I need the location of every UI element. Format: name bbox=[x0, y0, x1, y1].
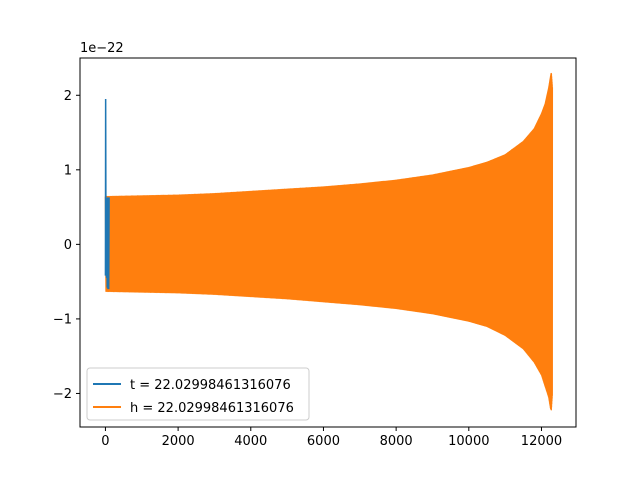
series-t-line bbox=[104, 98, 110, 290]
legend-label-h: h = 22.02998461316076 bbox=[130, 401, 294, 416]
x-tick-label: 4000 bbox=[234, 434, 267, 449]
x-tick-label: 12000 bbox=[521, 434, 562, 449]
legend-label-t: t = 22.02998461316076 bbox=[130, 378, 291, 393]
series-layer bbox=[104, 72, 554, 411]
legend: t = 22.02998461316076 h = 22.02998461316… bbox=[86, 367, 310, 421]
y-tick-label: −2 bbox=[53, 387, 72, 402]
series-h-line bbox=[104, 72, 554, 411]
x-tick-label: 8000 bbox=[380, 434, 413, 449]
legend-box bbox=[86, 367, 310, 421]
y-tick-label: 1 bbox=[64, 163, 72, 178]
x-tick-label: 10000 bbox=[448, 434, 489, 449]
y-offset-label: 1e−22 bbox=[80, 41, 124, 56]
x-tick-label: 2000 bbox=[162, 434, 195, 449]
y-tick-label: 0 bbox=[64, 238, 72, 253]
x-tick-label: 6000 bbox=[307, 434, 340, 449]
y-tick-label: −1 bbox=[53, 312, 72, 327]
y-axis: −2 −1 0 1 2 bbox=[53, 89, 80, 402]
y-tick-label: 2 bbox=[64, 89, 72, 104]
x-tick-label: 0 bbox=[101, 434, 109, 449]
plot-frame bbox=[79, 57, 577, 428]
x-axis: 0 2000 4000 6000 8000 10000 12000 bbox=[101, 427, 562, 449]
